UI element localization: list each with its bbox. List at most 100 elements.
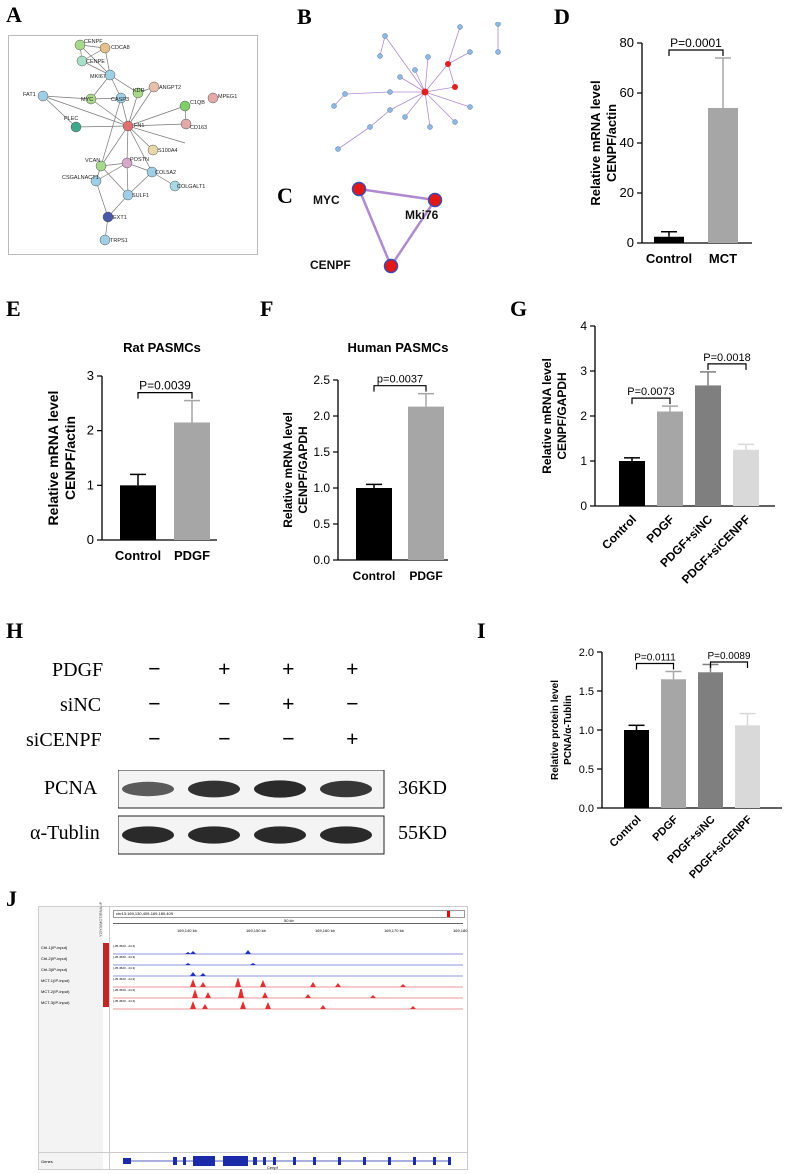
node-label: CENPE: [86, 59, 105, 65]
band-label: α-Tublin: [30, 822, 100, 844]
panel-label-a: A: [6, 2, 22, 27]
significance-bracket: [707, 363, 747, 370]
p-value: P=0.0089: [707, 651, 751, 662]
signal-peak: [185, 963, 191, 965]
node-label: PLEC: [64, 116, 78, 122]
p-value: P=0.0018: [703, 352, 750, 364]
significance-bracket: [373, 385, 427, 392]
treatment-sign: −: [148, 691, 161, 716]
blot-band: [122, 781, 174, 797]
locus-box: chr13:169,130,409-169,180,409: [113, 910, 465, 918]
treatment-label: siCENPF: [26, 729, 102, 751]
signal-peak: [185, 952, 191, 954]
x-tick-label: PDGF: [651, 813, 681, 843]
y-tick-label: 2: [580, 409, 587, 423]
coordinate-tick: 169,140 kb: [177, 928, 197, 933]
bar: [120, 485, 156, 540]
signal-peak: [260, 980, 266, 987]
signal-peak: [335, 983, 341, 987]
signal-peak: [410, 1006, 416, 1009]
y-tick-label: 1.0: [579, 725, 594, 737]
treatment-label: PDGF: [52, 659, 104, 681]
panel-label-b: B: [297, 4, 312, 29]
significance-bracket: [635, 662, 675, 670]
x-tick-label: PDGF+siCENPF: [679, 512, 753, 586]
track-label: MCT-2(IP-input): [41, 989, 70, 994]
signal-peak: [200, 973, 206, 976]
panel-label-d: D: [554, 4, 570, 29]
y-tick-label: 1.5: [313, 445, 330, 459]
y-tick-label: 40: [620, 135, 634, 150]
x-tick-label: PDGF+siCENPF: [687, 813, 755, 880]
signal-track: [113, 1001, 463, 1010]
track-label: MCT-3(IP-input): [41, 1000, 70, 1005]
gene-track-label: Genes: [41, 1159, 53, 1164]
panel-label-e: E: [6, 296, 21, 321]
significance-bracket: [137, 392, 193, 399]
track-label: MCT-1(IP-input): [41, 978, 70, 983]
significance-bracket: [709, 661, 749, 668]
y-tick-label: 3: [87, 368, 94, 383]
node-label: MKI67: [90, 74, 106, 80]
signal-peak: [320, 1005, 326, 1009]
coordinate-tick: 169,150 kb: [246, 928, 266, 933]
signal-peak: [190, 972, 196, 976]
signal-peak: [400, 984, 406, 987]
treatment-sign: −: [148, 726, 161, 751]
y-tick-label: 0: [580, 499, 587, 513]
panel-label-c: C: [277, 183, 293, 208]
signal-peak: [192, 989, 198, 998]
coordinate-tick: 169,180: [453, 928, 468, 933]
signal-peak: [310, 982, 316, 987]
track-range: [-35.4520 - 24.3]: [113, 944, 136, 948]
treatment-label: siNC: [60, 694, 102, 716]
y-tick-label: 2.0: [313, 409, 330, 423]
y-tick-label: 2.0: [579, 647, 594, 659]
y-tick-label: 0.5: [313, 517, 330, 531]
x-tick-label: PDGF: [409, 569, 442, 583]
y-tick-label: 1.5: [579, 686, 594, 698]
genome-browser: Y2/Y3/MCT/RNA-IP chr13:169,130,409-169,1…: [38, 902, 468, 1170]
network-c: MYC Mki76 CENPF: [310, 181, 443, 274]
signal-peak: [190, 1001, 196, 1009]
p-value: P=0.0073: [627, 386, 674, 398]
node-label: S100A4: [158, 148, 178, 154]
node-label: COL5A2: [155, 170, 176, 176]
bar: [356, 488, 392, 560]
track-range: [-35.4520 - 24.3]: [113, 977, 136, 981]
node-label-myc: MYC: [313, 193, 340, 207]
signal-peak: [200, 982, 206, 987]
y-tick-label: 0: [87, 532, 94, 547]
panel-label-h: H: [6, 618, 24, 643]
y-axis-label: CENPF/GAPDH: [555, 372, 569, 459]
blot-band: [254, 826, 306, 844]
y-axis-label: Relative mRNA level: [540, 358, 554, 474]
bar: [661, 679, 686, 808]
blot-band: [122, 826, 174, 844]
y-tick-label: 4: [580, 319, 587, 333]
x-tick-label: MCT: [709, 251, 737, 266]
chart-e: Rat PASMCs 0 1 2 3 Relative mRNA level CENPF/a…: [45, 340, 217, 563]
signal-track: [113, 963, 463, 966]
y-tick-label: 1: [87, 477, 94, 492]
x-tick-label: Control: [353, 569, 396, 583]
node-label: MYC: [81, 97, 93, 103]
network-a: CENPF CDCA8 CENPE MKI67 KDR ANGPT2 MPEG1…: [8, 35, 258, 255]
blot-band: [188, 780, 240, 798]
gene-model: [123, 1156, 451, 1166]
node-label: CD163: [190, 125, 207, 131]
bar: [619, 461, 645, 506]
y-tick-label: 1: [580, 454, 587, 468]
track-range: [-35.4520 - 24.3]: [113, 999, 136, 1003]
signal-peak: [190, 979, 196, 987]
y-tick-label: 0.5: [579, 764, 594, 776]
node-label: CSGALNACT1: [62, 175, 99, 181]
bar: [657, 411, 683, 506]
node-label: COLGALT1: [177, 184, 205, 190]
track-range: [-35.4520 - 24.3]: [113, 966, 136, 970]
coordinate-tick: 169,170 kb: [384, 928, 404, 933]
node-label: FAT1: [23, 92, 36, 98]
signal-track: [113, 972, 463, 977]
treatment-sign: +: [282, 656, 295, 681]
chart-f: Human PASMCs 0.0 0.5 1.0 1.5 2.0 2.5 Relative m…: [281, 340, 448, 583]
